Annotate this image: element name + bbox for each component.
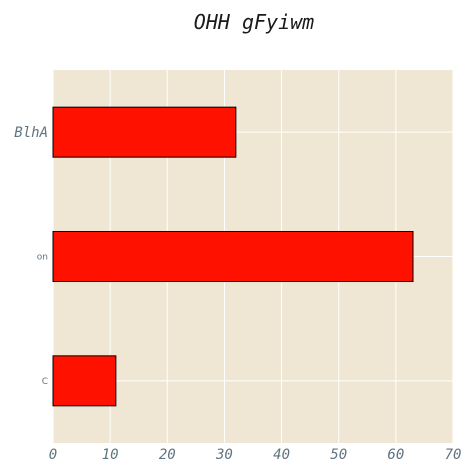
x-tick-label: 10 <box>102 447 119 463</box>
y-tick-label: C <box>42 377 48 387</box>
x-tick-label: 70 <box>445 447 462 463</box>
x-tick-label: 0 <box>49 447 57 463</box>
bars <box>52 106 414 407</box>
bar <box>52 231 414 282</box>
y-axis-ticks: BlhA on C <box>14 125 48 387</box>
bar <box>52 106 237 158</box>
bar <box>52 355 117 407</box>
y-tick-label: on <box>37 253 48 263</box>
x-tick-label: 50 <box>330 447 347 463</box>
chart-title: OHH gFyiwm <box>194 10 314 34</box>
x-tick-label: 40 <box>273 447 290 463</box>
x-tick-label: 30 <box>215 447 233 463</box>
y-tick-label: BlhA <box>14 125 48 141</box>
x-tick-label: 20 <box>159 447 176 463</box>
x-axis-ticks: 0 10 20 30 40 50 60 70 <box>49 447 462 463</box>
x-tick-label: 60 <box>387 447 404 463</box>
